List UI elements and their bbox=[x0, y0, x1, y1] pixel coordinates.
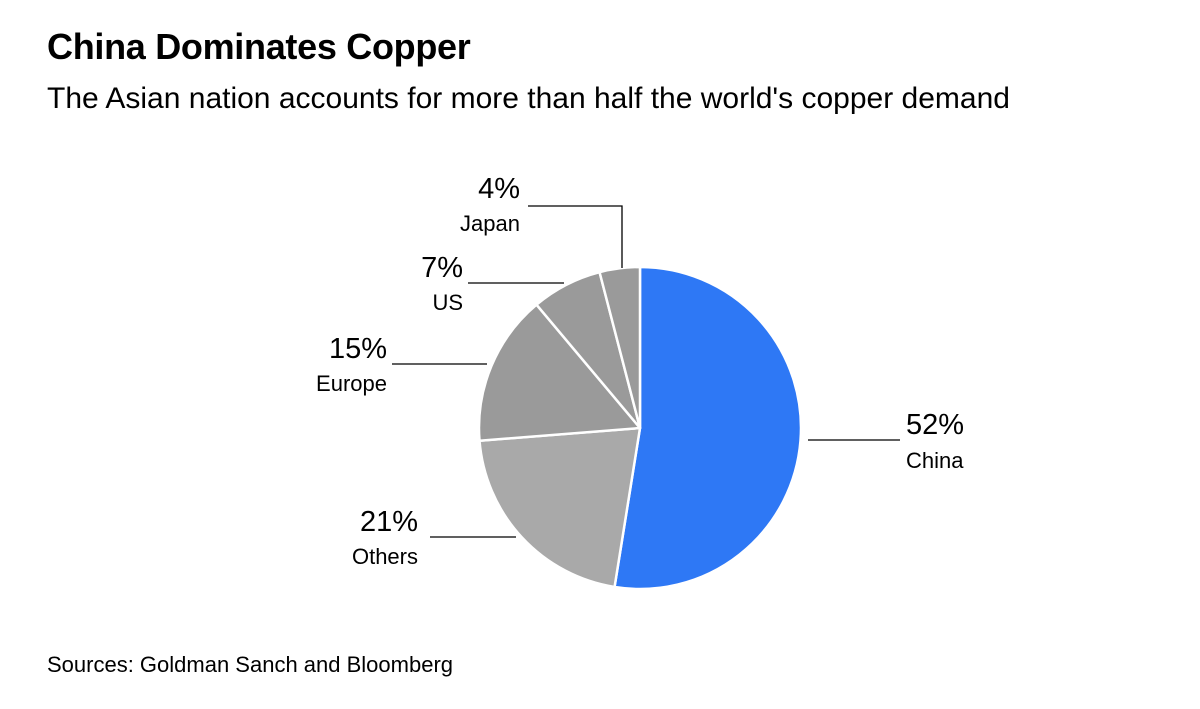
slice-value-label-others: 21% bbox=[360, 506, 418, 538]
slice-value-label-europe: 15% bbox=[329, 333, 387, 365]
pie-slice-europe bbox=[477, 303, 642, 443]
slice-name-label-china: China bbox=[906, 448, 964, 473]
pie-slice-japan bbox=[598, 265, 642, 430]
slice-name-label-us: US bbox=[432, 290, 463, 315]
pie-slices bbox=[477, 265, 803, 591]
slice-name-label-europe: Europe bbox=[316, 371, 387, 396]
slice-value-label-japan: 4% bbox=[478, 173, 520, 205]
chart-title: China Dominates Copper bbox=[47, 26, 471, 67]
leader-lines bbox=[392, 205, 900, 538]
pie-slice-others bbox=[478, 426, 642, 589]
slice-name-label-japan: Japan bbox=[460, 211, 520, 236]
slice-value-label-us: 7% bbox=[421, 252, 463, 284]
pie-slice-china bbox=[613, 265, 803, 591]
chart-source: Sources: Goldman Sanch and Bloomberg bbox=[47, 652, 454, 677]
slice-value-label-china: 52% bbox=[906, 409, 964, 441]
chart-subtitle: The Asian nation accounts for more than … bbox=[47, 82, 1010, 115]
slice-name-label-others: Others bbox=[352, 544, 418, 569]
leader-line-japan bbox=[528, 205, 623, 268]
